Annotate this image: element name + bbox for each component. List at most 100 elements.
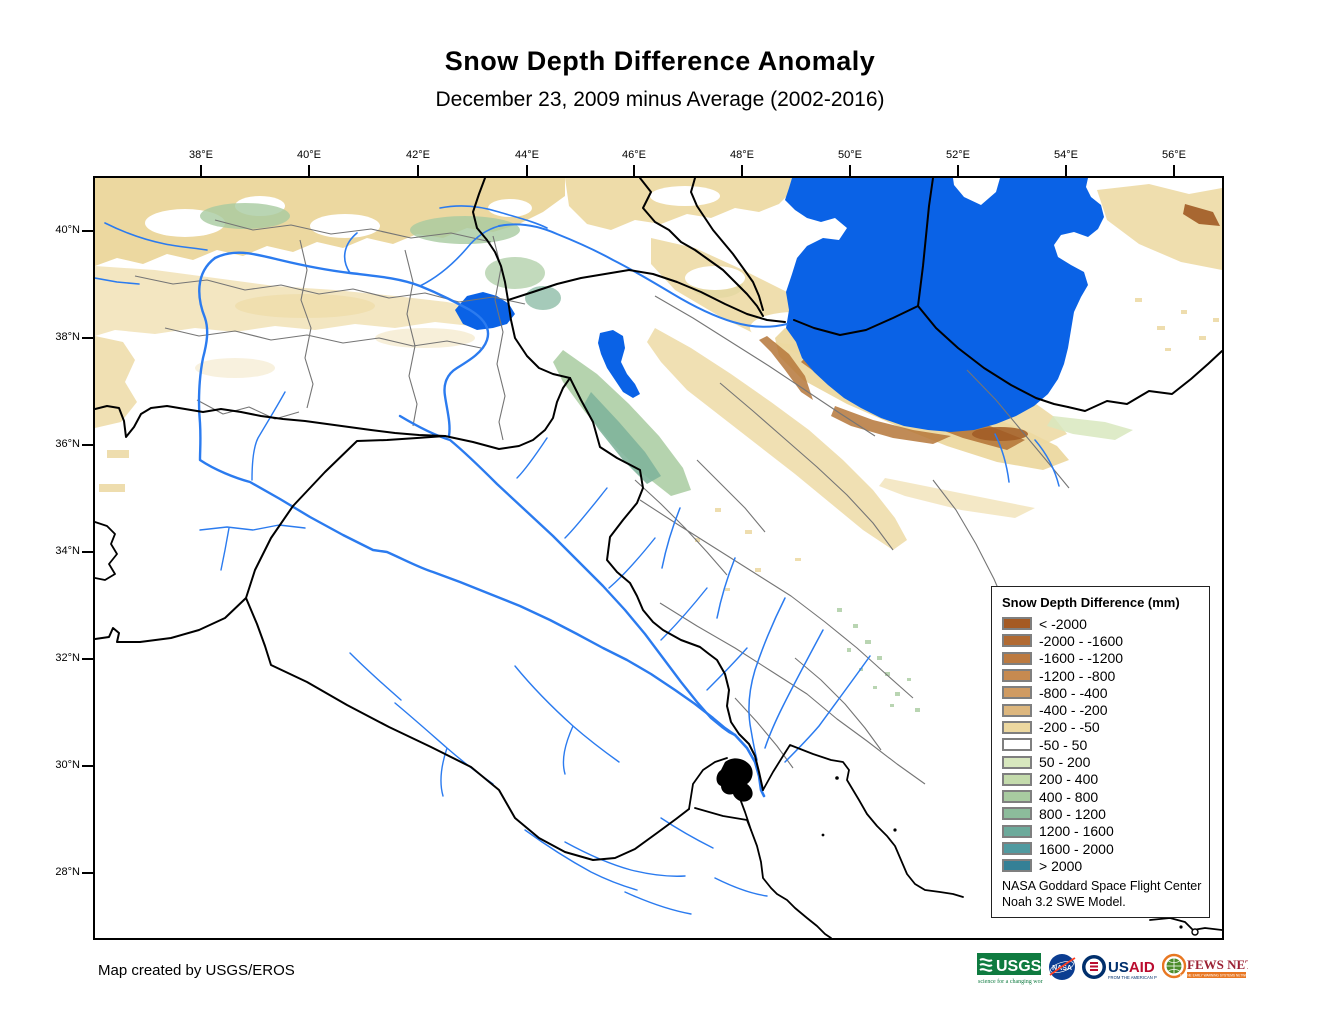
nasa-logo: NASA: [1049, 954, 1076, 980]
left-axis-tick: [82, 444, 93, 446]
top-axis-label: 42°E: [406, 149, 430, 161]
lebanon-outline: [95, 521, 118, 581]
caspian-sea-borders: [793, 178, 1069, 408]
svg-text:FEWS NET: FEWS NET: [1187, 957, 1248, 972]
top-axis-tick: [1173, 165, 1175, 176]
legend-row: -2000 - -1600: [1002, 632, 1209, 649]
legend-swatch: [1002, 807, 1032, 821]
page-title: Snow Depth Difference Anomaly: [444, 46, 876, 76]
legend-swatch: [1002, 738, 1032, 752]
iran-turkmenistan-border: [1067, 350, 1222, 412]
svg-text:NASA: NASA: [1052, 965, 1072, 972]
top-axis-tick: [526, 165, 528, 176]
legend-row: 1200 - 1600: [1002, 823, 1209, 840]
lake-urmia: [598, 330, 640, 398]
rivers-layer: [95, 205, 1060, 915]
top-axis-tick: [308, 165, 310, 176]
legend-swatch: [1002, 790, 1032, 804]
legend-label: 1200 - 1600: [1039, 823, 1114, 840]
legend-swatch: [1002, 634, 1032, 648]
legend-swatch: [1002, 720, 1032, 734]
top-axis-tick: [417, 165, 419, 176]
legend-row: 1600 - 2000: [1002, 840, 1209, 857]
legend-row: 50 - 200: [1002, 753, 1209, 770]
legend-row: 400 - 800: [1002, 788, 1209, 805]
caspian-sea: [785, 178, 1104, 432]
page-subtitle: December 23, 2009 minus Average (2002-20…: [435, 88, 885, 111]
legend-swatch: [1002, 824, 1032, 838]
anomaly-map: [95, 178, 1222, 938]
top-axis-label: 44°E: [515, 149, 539, 161]
top-axis-tick: [957, 165, 959, 176]
usgs-logo: USGS science for a changing world: [977, 953, 1043, 985]
legend-swatch: [1002, 859, 1032, 873]
left-axis-label: 28°N: [55, 866, 80, 878]
top-axis-tick: [741, 165, 743, 176]
legend-label: -200 - -50: [1039, 719, 1100, 736]
legend-label: -1200 - -800: [1039, 667, 1116, 684]
left-axis-label: 36°N: [55, 438, 80, 450]
legend-label: < -2000: [1039, 615, 1087, 632]
left-axis-label: 30°N: [55, 759, 80, 771]
top-axis-label: 56°E: [1162, 149, 1186, 161]
svg-text:FROM THE AMERICAN PEOPLE: FROM THE AMERICAN PEOPLE: [1108, 975, 1157, 980]
legend-row: -1600 - -1200: [1002, 650, 1209, 667]
legend-swatch: [1002, 703, 1032, 717]
svg-text:USGS: USGS: [996, 958, 1042, 975]
top-axis-label: 50°E: [838, 149, 862, 161]
legend-row: 800 - 1200: [1002, 805, 1209, 822]
legend-row: 200 - 400: [1002, 771, 1209, 788]
legend-row: > 2000: [1002, 857, 1209, 874]
top-axis-tick: [1065, 165, 1067, 176]
legend-row: -400 - -200: [1002, 701, 1209, 718]
legend-label: -50 - 50: [1039, 736, 1088, 753]
legend-label: -800 - -400: [1039, 684, 1108, 701]
legend-note-line2: Noah 3.2 SWE Model.: [1002, 895, 1126, 909]
legend-row: -50 - 50: [1002, 736, 1209, 753]
tigris-river: [398, 414, 737, 737]
legend-label: 1600 - 2000: [1039, 840, 1114, 857]
svg-text:science for a changing world: science for a changing world: [978, 978, 1043, 985]
legend-swatch: [1002, 617, 1032, 631]
euphrates-river: [197, 256, 737, 737]
legend-row: -800 - -400: [1002, 684, 1209, 701]
top-axis-label: 48°E: [730, 149, 754, 161]
northeast-borders: [472, 178, 571, 379]
usaid-logo: USAID FROM THE AMERICAN PEOPLE: [1082, 955, 1157, 980]
legend-swatch: [1002, 842, 1032, 855]
left-axis-label: 34°N: [55, 545, 80, 557]
iran-iraq-border: [569, 377, 764, 791]
legend-swatch: [1002, 755, 1032, 769]
iraq-saudi-border: [245, 597, 690, 861]
left-axis-label: 38°N: [55, 331, 80, 343]
legend-label: -2000 - -1600: [1039, 632, 1124, 649]
svg-text:USAID: USAID: [1108, 959, 1155, 976]
top-axis-tick: [200, 165, 202, 176]
legend-label: -400 - -200: [1039, 702, 1108, 719]
svg-text:FAMINE EARLY WARNING SYSTEMS N: FAMINE EARLY WARNING SYSTEMS NETWORK: [1180, 974, 1248, 978]
turkey-south-border: [95, 377, 571, 450]
legend-title: Snow Depth Difference (mm): [1002, 595, 1180, 610]
legend-label: 50 - 200: [1039, 754, 1091, 771]
left-axis-tick: [82, 872, 93, 874]
kuwait-bay: [716, 758, 753, 802]
aras-river: [498, 223, 788, 328]
left-axis-label: 40°N: [55, 224, 80, 236]
top-axis-tick: [633, 165, 635, 176]
legend-swatch: [1002, 772, 1032, 786]
admin-boundaries: [134, 219, 1070, 785]
map-credit: Map created by USGS/EROS: [98, 962, 295, 979]
aras-border: [507, 269, 786, 323]
legend-note: NASA Goddard Space Flight Center Noah 3.…: [1002, 878, 1201, 910]
legend-label: 800 - 1200: [1039, 805, 1106, 822]
legend-label: 400 - 800: [1039, 788, 1099, 805]
top-axis-label: 38°E: [189, 149, 213, 161]
shatt-al-arab: [733, 733, 766, 798]
legend-row: -1200 - -800: [1002, 667, 1209, 684]
left-axis-tick: [82, 337, 93, 339]
fewsnet-logo: FEWS NET FAMINE EARLY WARNING SYSTEMS NE…: [1162, 953, 1248, 979]
logo-strip: USGS science for a changing world NASA U…: [977, 952, 1248, 988]
legend-label: 200 - 400: [1039, 771, 1099, 788]
legend-row: -200 - -50: [1002, 719, 1209, 736]
